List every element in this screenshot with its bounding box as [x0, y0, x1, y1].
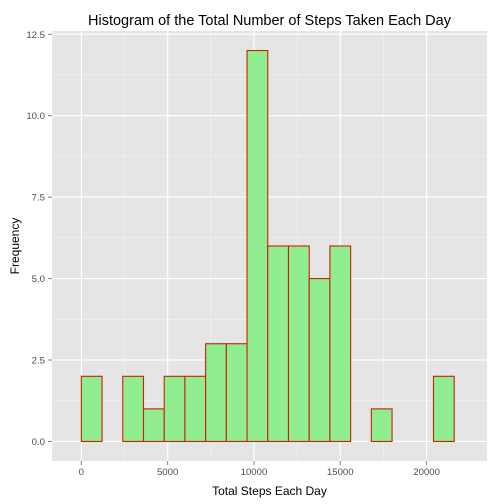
- x-tick-label: 20000: [413, 467, 440, 478]
- x-tick-label: 10000: [241, 467, 268, 478]
- histogram-bar: [432, 375, 455, 443]
- histogram-bar: [329, 245, 352, 443]
- histogram-bar: [370, 408, 393, 443]
- x-axis-ticks: 0 5000 10000 15000 20000: [79, 461, 440, 478]
- y-tick-label: 10.0: [26, 111, 45, 122]
- histogram-bar: [122, 375, 145, 443]
- histogram-bar: [267, 245, 290, 443]
- chart-title: Histogram of the Total Number of Steps T…: [88, 13, 452, 29]
- histogram-bar: [142, 408, 165, 443]
- histogram-bar: [246, 49, 269, 443]
- x-axis-title: Total Steps Each Day: [212, 484, 327, 498]
- histogram-bar: [163, 375, 186, 443]
- histogram-bar: [80, 375, 103, 443]
- histogram-bars: [80, 49, 455, 443]
- x-tick-label: 0: [79, 467, 84, 478]
- histogram-bar: [287, 245, 310, 443]
- y-axis-title: Frequency: [8, 218, 22, 275]
- histogram-bar: [205, 343, 227, 443]
- y-tick-label: 7.5: [32, 193, 45, 204]
- histogram-bar: [225, 343, 248, 443]
- y-tick-label: 0.0: [32, 437, 45, 448]
- y-tick-label: 2.5: [32, 356, 45, 367]
- y-tick-label: 5.0: [32, 274, 45, 285]
- x-tick-label: 5000: [157, 467, 178, 478]
- histogram-bar: [184, 375, 207, 443]
- y-axis-ticks: 0.0 2.5 5.0 7.5 10.0 12.5: [26, 30, 52, 448]
- histogram-bar: [308, 278, 331, 443]
- x-tick-label: 15000: [327, 467, 354, 478]
- y-tick-label: 12.5: [26, 30, 45, 41]
